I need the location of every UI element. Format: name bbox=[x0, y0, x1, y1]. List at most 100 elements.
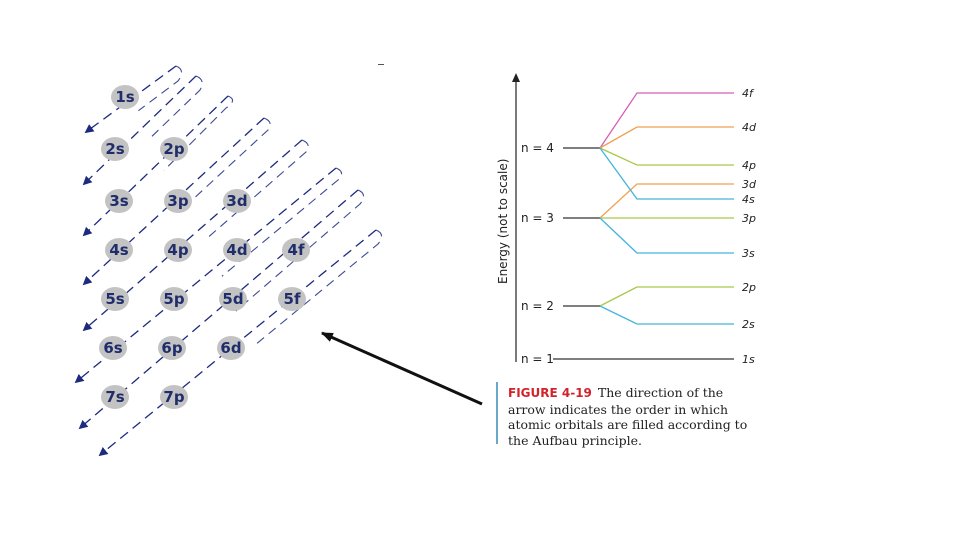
figure-label: FIGURE 4-19 bbox=[508, 386, 592, 400]
aufbau-hairpin bbox=[235, 189, 365, 312]
level-label-3d: 3d bbox=[742, 178, 757, 191]
aufbau-orbitals: 1s 2s 2p 3s 3p 3d 4s 4p 4d 4f 5s 5p 5d 5f 6s 6p 6d 7s 7p bbox=[99, 85, 310, 409]
orbital-label: 6s bbox=[103, 339, 122, 357]
aufbau-diagonal-arrow bbox=[82, 95, 229, 237]
aufbau-hairpin bbox=[163, 95, 234, 171]
level-line-3s bbox=[599, 217, 734, 254]
orbital-label: 7s bbox=[105, 388, 124, 406]
aufbau-hairpin bbox=[254, 229, 383, 346]
level-label-1s: 1s bbox=[742, 353, 755, 366]
aufbau-diagonal-arrow bbox=[82, 117, 265, 286]
figure-caption-text: The direction of the arrow indicates the… bbox=[508, 385, 748, 448]
orbital-label: 5d bbox=[222, 290, 243, 308]
orbital-5s: 5s bbox=[101, 287, 129, 311]
orbital-bubble bbox=[111, 85, 139, 109]
aufbau-hairpin bbox=[207, 139, 309, 238]
level-label-2s: 2s bbox=[742, 318, 755, 331]
stray-dash bbox=[378, 64, 384, 65]
orbital-6s: 6s bbox=[99, 336, 127, 360]
orbital-bubble bbox=[217, 336, 245, 360]
level-line-4d bbox=[599, 126, 734, 149]
shell-labels: n = 4 n = 3 n = 2 n = 1 bbox=[521, 141, 554, 366]
orbital-7p: 7p bbox=[160, 385, 188, 409]
aufbau-diagonal-arrow bbox=[78, 189, 359, 430]
level-line-4s bbox=[599, 147, 734, 200]
orbital-label: 3d bbox=[226, 192, 247, 210]
orbital-bubble bbox=[223, 189, 251, 213]
aufbau-hairpin bbox=[186, 117, 271, 206]
level-label-4s: 4s bbox=[742, 193, 755, 206]
level-label-3s: 3s bbox=[742, 247, 755, 260]
aufbau-hairpin bbox=[138, 65, 183, 112]
shell-label-4: n = 4 bbox=[521, 141, 554, 155]
level-line-2p bbox=[599, 286, 734, 307]
level-line-2s bbox=[599, 305, 734, 325]
energy-axis-arrowhead-icon bbox=[512, 73, 520, 82]
orbital-bubble bbox=[158, 336, 186, 360]
orbital-6d: 6d bbox=[217, 336, 245, 360]
orbital-3s: 3s bbox=[105, 189, 133, 213]
level-labels: 4f 4d 4p 3d 4s 3p 3s 2p 2s 1s bbox=[742, 87, 757, 366]
energy-level-diagram: Energy (not to scale) n = 4n = 3n = 2n =… bbox=[496, 73, 757, 366]
shell-label-1: n = 1 bbox=[521, 352, 554, 366]
orbital-label: 3p bbox=[167, 192, 188, 210]
level-label-2p: 2p bbox=[742, 281, 756, 294]
orbital-bubble bbox=[105, 189, 133, 213]
orbital-4s: 4s bbox=[105, 238, 133, 262]
orbital-2s: 2s bbox=[101, 137, 129, 161]
orbital-1s: 1s bbox=[111, 85, 139, 109]
orbital-5d: 5d bbox=[219, 287, 247, 311]
orbital-bubble bbox=[160, 287, 188, 311]
level-label-4f: 4f bbox=[742, 87, 755, 100]
orbital-4f: 4f bbox=[282, 238, 310, 262]
orbital-bubble bbox=[101, 137, 129, 161]
aufbau-hairpin bbox=[221, 167, 343, 277]
orbital-bubble bbox=[164, 238, 192, 262]
orbital-bubble bbox=[278, 287, 306, 311]
figure-caption: FIGURE 4-19 The direction of the arrow in… bbox=[496, 382, 758, 448]
orbital-label: 4d bbox=[226, 241, 247, 259]
orbital-label: 5p bbox=[163, 290, 184, 308]
orbital-label: 2s bbox=[105, 140, 124, 158]
aufbau-diagonal-arrow bbox=[82, 75, 197, 186]
level-label-4p: 4p bbox=[742, 159, 756, 172]
orbital-4d: 4d bbox=[223, 238, 251, 262]
orbital-label: 4f bbox=[288, 241, 305, 259]
orbital-label: 1s bbox=[115, 88, 134, 106]
orbital-label: 5f bbox=[284, 290, 301, 308]
energy-connector-lines bbox=[553, 92, 734, 360]
orbital-bubble bbox=[282, 238, 310, 262]
orbital-label: 3s bbox=[109, 192, 128, 210]
orbital-2p: 2p bbox=[160, 137, 188, 161]
level-label-4d: 4d bbox=[742, 121, 757, 134]
level-line-4f bbox=[599, 92, 734, 149]
level-line-3d bbox=[599, 183, 734, 219]
orbital-label: 6p bbox=[161, 339, 182, 357]
orbital-label: 5s bbox=[105, 290, 124, 308]
aufbau-diagram: 1s 2s 2p 3s 3p 3d 4s 4p 4d 4f 5s 5p 5d 5f 6s 6p 6d 7s 7p bbox=[74, 65, 383, 457]
orbital-6p: 6p bbox=[158, 336, 186, 360]
orbital-label: 6d bbox=[220, 339, 241, 357]
orbital-bubble bbox=[99, 336, 127, 360]
orbital-bubble bbox=[164, 189, 192, 213]
orbital-7s: 7s bbox=[101, 385, 129, 409]
orbital-3p: 3p bbox=[164, 189, 192, 213]
orbital-bubble bbox=[101, 385, 129, 409]
shell-label-3: n = 3 bbox=[521, 211, 554, 225]
orbital-bubble bbox=[160, 385, 188, 409]
orbital-bubble bbox=[219, 287, 247, 311]
orbital-label: 4s bbox=[109, 241, 128, 259]
pointer-arrow bbox=[320, 331, 483, 406]
orbital-bubble bbox=[105, 238, 133, 262]
orbital-bubble bbox=[160, 137, 188, 161]
level-line-4p bbox=[599, 147, 734, 166]
orbital-label: 4p bbox=[167, 241, 188, 259]
orbital-label: 7p bbox=[163, 388, 184, 406]
orbital-5p: 5p bbox=[160, 287, 188, 311]
orbital-bubble bbox=[101, 287, 129, 311]
level-label-3p: 3p bbox=[742, 212, 756, 225]
orbital-4p: 4p bbox=[164, 238, 192, 262]
aufbau-hairpin bbox=[149, 75, 203, 139]
shell-label-2: n = 2 bbox=[521, 299, 554, 313]
